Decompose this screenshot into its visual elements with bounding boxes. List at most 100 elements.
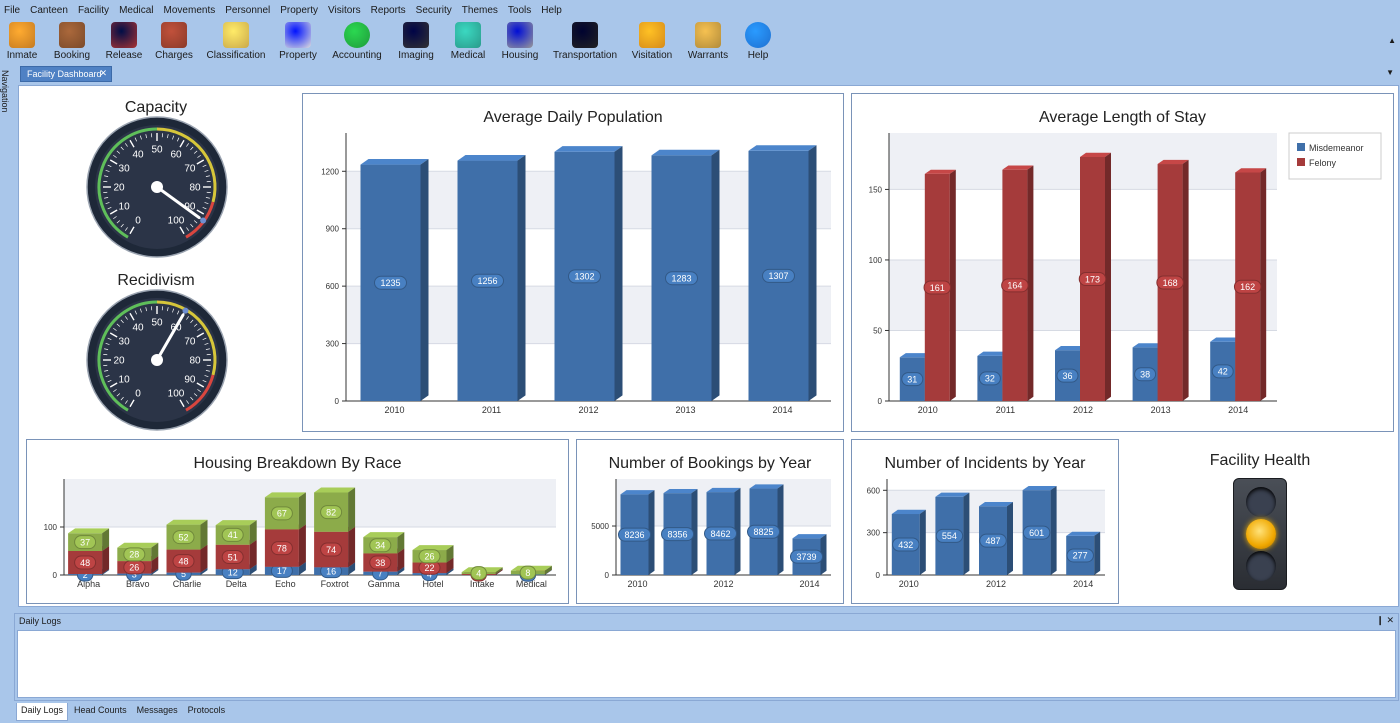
tab-facility-dashboard[interactable]: Facility Dashboard ✕: [20, 66, 112, 82]
bar-top: [1157, 159, 1189, 165]
data-label-bg: [270, 506, 293, 521]
data-label-bg: [1066, 548, 1094, 563]
gauge-tick: [193, 323, 198, 327]
bar-top: [924, 169, 956, 174]
tab-protocols[interactable]: Protocols: [187, 705, 226, 715]
data-label-bg: [1233, 279, 1262, 294]
daily-logs-content[interactable]: [17, 630, 1396, 698]
tab-daily-logs[interactable]: Daily Logs: [16, 703, 69, 721]
bookings-chart: 0 5000 2010 8236 8356 2012 8462 8825 2014 3739: [591, 479, 831, 589]
tab-head-counts[interactable]: Head Counts: [74, 705, 127, 715]
menu-visitors[interactable]: Visitors: [328, 4, 361, 16]
menu-help[interactable]: Help: [541, 4, 562, 16]
transportation-icon: [572, 22, 598, 48]
gauge-tick: [186, 316, 190, 320]
toolbar-button-visitation[interactable]: Visitation: [622, 20, 682, 61]
gauge-needle: [155, 313, 185, 362]
bar-side: [1007, 502, 1013, 575]
gauge-hub: [151, 181, 163, 193]
toolbar-label: Warrants: [687, 50, 729, 61]
bar-top: [457, 154, 526, 161]
gauge-tick-label: 40: [132, 150, 144, 161]
data-label-bg: [568, 269, 601, 284]
data-label: 277: [1073, 551, 1088, 561]
data-label: 4: [476, 568, 481, 578]
bar-side: [1050, 485, 1057, 575]
capacity-title: Capacity: [124, 99, 188, 116]
menu-facility[interactable]: Facility: [77, 4, 110, 16]
gauge-tick: [167, 134, 169, 139]
toolbar-button-charges[interactable]: Charges: [144, 20, 204, 61]
toolbar-button-housing[interactable]: Housing: [490, 20, 550, 61]
bar-top: [1132, 343, 1164, 348]
navigation-pane[interactable]: Navigation: [0, 66, 12, 606]
gauge-tick: [196, 332, 205, 338]
gauge-tick-label: 100: [168, 215, 185, 226]
toolbar-label: Classification: [206, 50, 266, 61]
toolbar-button-booking[interactable]: Booking: [42, 20, 102, 61]
pin-icon[interactable]: ❙: [1376, 615, 1384, 625]
menu-reports[interactable]: Reports: [370, 4, 406, 16]
data-label-bg: [320, 542, 343, 557]
bar-side: [648, 490, 655, 575]
data-label: 164: [1007, 281, 1022, 291]
x-tick-label: 2012: [578, 405, 598, 415]
gauge-tick: [105, 342, 110, 345]
alos-chart: 0 50 100 150 2010 31 161 2011 32 164 2012 36 173 2013…: [869, 132, 1382, 415]
toolbar-label: Visitation: [631, 50, 673, 61]
toolbar-button-inmate[interactable]: Inmate: [0, 20, 52, 61]
data-label: 67: [277, 509, 287, 519]
chevron-down-icon[interactable]: ▼: [1386, 68, 1394, 77]
gauge-tick: [186, 227, 190, 231]
gauge-tick-label: 50: [151, 318, 163, 329]
toolbar-button-property[interactable]: Property: [268, 20, 328, 61]
gauge-tick: [109, 382, 118, 388]
toolbar-button-classification[interactable]: Classification: [206, 20, 266, 61]
toolbar-button-accounting[interactable]: Accounting: [327, 20, 387, 61]
bar-top: [166, 519, 208, 525]
bar-side: [1027, 165, 1034, 401]
gauge-tick: [205, 348, 210, 350]
toolbar-button-transportation[interactable]: Transportation: [552, 20, 618, 61]
menu-personnel[interactable]: Personnel: [225, 4, 271, 16]
toolbar-button-release[interactable]: Release: [94, 20, 154, 61]
menu-movements[interactable]: Movements: [163, 4, 216, 16]
data-label-bg: [1211, 364, 1234, 379]
toolbar-button-imaging[interactable]: Imaging: [386, 20, 446, 61]
menu-security[interactable]: Security: [415, 4, 452, 16]
toolbar-overflow-icon[interactable]: ▲: [1388, 36, 1396, 45]
menu-property[interactable]: Property: [280, 4, 319, 16]
close-icon[interactable]: ✕: [99, 68, 107, 78]
y-tick-label: 300: [326, 340, 340, 349]
toolbar-button-help[interactable]: Help: [728, 20, 788, 61]
menu-medical[interactable]: Medical: [119, 4, 154, 16]
toolbar-label: Charges: [155, 50, 193, 61]
gauge-tick: [202, 337, 207, 340]
menu-canteen[interactable]: Canteen: [30, 4, 68, 16]
menu-themes[interactable]: Themes: [461, 4, 498, 16]
bar-top: [979, 502, 1013, 507]
close-icon[interactable]: ✕: [1386, 615, 1394, 625]
data-label-bg: [320, 505, 343, 520]
toolbar-button-medical[interactable]: Medical: [438, 20, 498, 61]
menu-tools[interactable]: Tools: [507, 4, 532, 16]
toolbar-button-warrants[interactable]: Warrants: [678, 20, 738, 61]
gauge-tick: [172, 135, 175, 140]
gauge-needle: [155, 185, 201, 220]
gauge-tick: [120, 319, 124, 324]
bar-top: [412, 545, 454, 551]
bar-side: [397, 532, 405, 554]
bar-top: [363, 532, 405, 538]
data-label: 74: [326, 545, 336, 555]
gauge-tick: [204, 342, 209, 345]
toolbar-label: Transportation: [552, 50, 618, 61]
bar-side: [495, 567, 503, 575]
y-tick-label: 0: [335, 397, 340, 406]
data-label-bg: [935, 528, 964, 543]
bar-top: [1002, 165, 1034, 170]
toolbar-label: Inmate: [6, 50, 38, 61]
tab-messages[interactable]: Messages: [136, 705, 178, 715]
y-tick-label: 600: [326, 282, 340, 291]
legend-label: Misdemeanor: [1309, 143, 1364, 153]
menu-file[interactable]: File: [4, 4, 21, 16]
